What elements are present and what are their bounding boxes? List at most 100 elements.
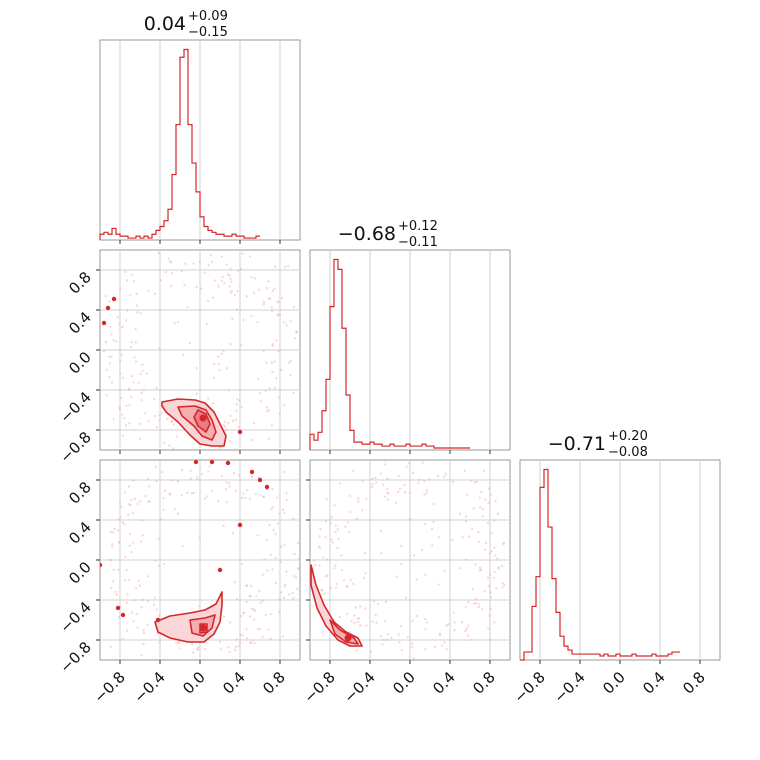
sample-point — [259, 400, 263, 403]
sample-point — [186, 306, 189, 309]
sample-point — [105, 368, 108, 372]
sample-point — [415, 614, 419, 618]
sample-point — [237, 269, 240, 272]
sample-point — [157, 537, 160, 541]
sample-point — [108, 558, 112, 562]
sample-point — [303, 315, 305, 317]
density-peak — [199, 624, 207, 632]
sample-point — [220, 279, 223, 282]
sample-point — [126, 629, 129, 632]
sample-point — [195, 285, 198, 289]
histogram-step — [309, 258, 470, 450]
sample-point — [225, 481, 228, 484]
sample-point — [153, 292, 157, 295]
contour-island — [237, 429, 243, 435]
sample-point — [272, 529, 275, 532]
sample-point — [298, 557, 300, 560]
sample-point — [437, 583, 440, 586]
sample-point — [294, 576, 298, 579]
sample-point — [225, 263, 228, 266]
sample-point — [500, 564, 504, 568]
y-tick-label: −0.8 — [56, 638, 94, 676]
sample-point — [250, 275, 253, 279]
sample-point — [96, 352, 98, 354]
sample-point — [124, 555, 127, 559]
sample-point — [275, 376, 278, 380]
sample-point — [184, 262, 187, 265]
panel-frame: −0.8−0.4 0.0 0.4 0.8 — [300, 459, 511, 707]
sample-point — [104, 295, 108, 298]
sample-point — [250, 315, 253, 318]
sample-point — [227, 482, 231, 485]
sample-point — [212, 376, 216, 379]
sample-point — [267, 408, 271, 412]
sample-point — [105, 394, 108, 397]
sample-point — [173, 507, 177, 511]
sample-point — [133, 356, 136, 359]
sample-point — [125, 279, 129, 282]
sample-point — [204, 497, 207, 500]
sample-point — [495, 586, 498, 590]
sample-point — [111, 381, 114, 384]
sample-point — [281, 508, 285, 511]
sample-point — [245, 584, 249, 587]
sample-point — [118, 323, 121, 326]
sample-point — [334, 564, 337, 567]
sample-point — [249, 642, 253, 645]
sample-point — [384, 460, 387, 462]
sample-point — [292, 305, 296, 309]
sample-point — [239, 633, 242, 636]
sample-point — [475, 480, 479, 483]
contour-island — [193, 460, 199, 465]
sample-point — [119, 359, 122, 363]
sample-point — [352, 614, 356, 617]
sample-point — [371, 477, 374, 480]
sample-point — [119, 396, 123, 399]
sample-point — [136, 311, 139, 314]
sample-point — [431, 544, 434, 547]
sample-point — [379, 472, 383, 475]
sample-point — [443, 569, 446, 573]
sample-point — [436, 474, 440, 478]
sample-point — [334, 524, 338, 527]
sample-point — [400, 649, 403, 652]
sample-point — [171, 479, 174, 482]
sample-point — [324, 536, 327, 539]
contour-island — [249, 469, 255, 475]
sample-point — [160, 411, 164, 415]
sample-point — [276, 522, 280, 525]
sample-point — [278, 412, 281, 415]
sample-point — [208, 465, 212, 468]
sample-point — [380, 551, 383, 555]
sample-point — [253, 277, 257, 280]
x-tick-label: 0.8 — [679, 668, 709, 698]
sample-point — [321, 630, 324, 634]
sample-point — [223, 420, 226, 424]
sample-point — [364, 571, 367, 575]
sample-point — [237, 426, 240, 429]
sample-point — [130, 551, 133, 554]
sample-point — [337, 537, 340, 541]
sample-point — [355, 517, 358, 520]
sample-point — [217, 499, 220, 503]
sample-point — [231, 419, 235, 423]
sample-point — [116, 315, 119, 319]
sample-point — [333, 504, 336, 507]
sample-point — [119, 516, 122, 519]
sample-point — [135, 587, 138, 590]
sample-point — [256, 321, 259, 324]
sample-point — [130, 341, 133, 344]
sample-point — [169, 260, 172, 263]
sample-point — [181, 545, 184, 548]
y-tick-label: −0.4 — [56, 388, 94, 426]
sample-point — [384, 600, 388, 604]
sample-point — [133, 599, 136, 602]
sample-point — [259, 601, 262, 605]
sample-point — [472, 602, 476, 605]
sample-point — [102, 350, 106, 353]
sample-point — [183, 283, 186, 287]
sample-point — [285, 492, 288, 495]
sample-point — [236, 308, 239, 311]
sample-point — [382, 483, 385, 486]
sample-point — [271, 289, 275, 293]
